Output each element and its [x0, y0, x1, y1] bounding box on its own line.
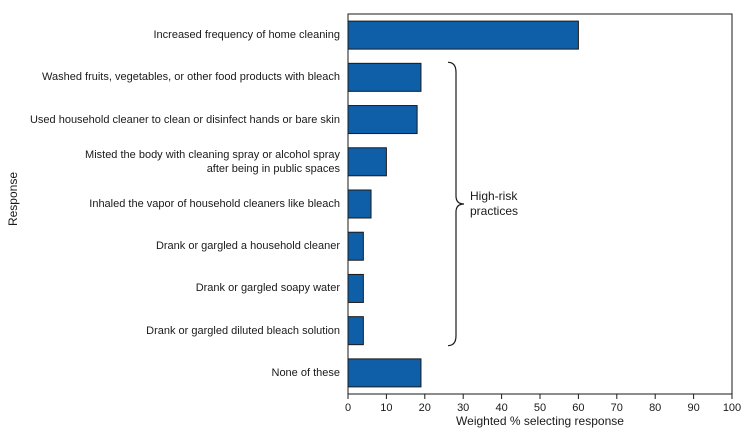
- bar: [347, 189, 372, 219]
- bar: [347, 231, 364, 261]
- x-tick-label: 90: [687, 402, 699, 414]
- x-tick-label: 30: [457, 402, 469, 414]
- category-label: Increased frequency of home cleaning: [153, 29, 340, 42]
- x-tick-label: 0: [345, 402, 351, 414]
- high-risk-annotation: High-risk practices: [470, 189, 519, 218]
- x-tick-label: 20: [419, 402, 431, 414]
- category-label: Drank or gargled a household cleaner: [155, 240, 340, 253]
- x-tick-label: 80: [649, 402, 661, 414]
- category-label: Drank or gargled diluted bleach solution: [146, 324, 340, 337]
- x-tick-label: 40: [495, 402, 507, 414]
- category-label: Inhaled the vapor of household cleaners …: [89, 198, 340, 210]
- category-label: Used household cleaner to clean or disin…: [29, 113, 340, 126]
- category-label: None of these: [271, 366, 341, 379]
- bar: [347, 105, 418, 135]
- category-label: Washed fruits, vegetables, or other food…: [42, 71, 340, 84]
- bar: [347, 358, 422, 388]
- bar: [347, 273, 364, 303]
- category-label: Misted the body with cleaning spray or a…: [85, 148, 340, 175]
- x-tick-label: 70: [611, 402, 623, 414]
- bar: [347, 316, 364, 346]
- brace-icon: [447, 61, 465, 347]
- x-tick-label: 100: [723, 402, 741, 414]
- category-label: Drank or gargled soapy water: [195, 282, 340, 295]
- bar: [347, 20, 579, 50]
- y-axis-title: Response: [6, 171, 20, 227]
- bar: [347, 62, 422, 92]
- bar: [347, 147, 387, 177]
- x-tick-label: 10: [380, 402, 392, 414]
- x-tick-label: 60: [572, 402, 584, 414]
- x-tick-label: 50: [534, 402, 546, 414]
- x-axis-title: Weighted % selecting response: [456, 414, 624, 428]
